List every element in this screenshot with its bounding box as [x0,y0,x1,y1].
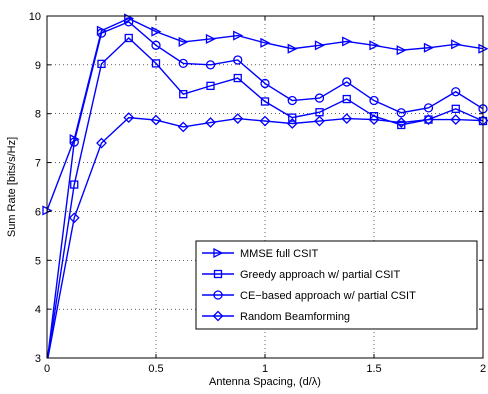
x-tick-label: 0 [44,363,50,375]
data-point-2 [451,87,461,97]
data-point-2 [205,60,216,70]
y-tick-label: 9 [35,60,41,72]
data-point-1 [342,94,351,104]
legend-marker-1 [213,269,223,279]
data-point-1 [124,33,133,43]
data-point-1 [97,59,106,69]
legend-marker-2 [213,290,223,300]
data-point-1 [424,115,433,124]
data-point-0 [314,40,325,51]
data-point-3 [123,112,135,124]
data-point-1 [451,104,460,113]
series-line-1 [47,37,483,358]
data-point-3 [395,117,407,128]
data-point-3 [368,114,380,125]
legend-label-1: Greedy approach w/ partial CSIT [240,269,400,281]
data-point-3 [68,212,80,224]
data-point-0 [151,26,162,37]
data-point-2 [124,17,134,27]
data-point-1 [206,81,215,91]
x-tick-label: 1 [262,363,268,375]
data-point-0 [287,43,298,54]
data-point-2 [233,55,243,65]
legend-marker-3 [212,310,224,322]
data-point-3 [96,137,107,149]
data-point-3 [450,114,462,125]
data-point-1 [260,97,270,106]
legend-label-2: CE−based approach w/ partial CSIT [240,290,416,302]
data-point-1 [233,73,242,83]
data-point-3 [259,115,271,127]
data-point-3 [423,114,434,125]
data-point-2 [342,77,352,87]
legend-marker-0 [213,247,224,259]
y-tick-label: 7 [35,158,41,170]
data-point-0 [369,40,380,51]
data-point-2 [178,58,188,69]
series-layer [47,17,483,358]
legend-label-3: Random Beamforming [240,311,350,323]
data-point-1 [179,90,188,99]
data-point-3 [177,121,189,133]
data-point-2 [69,137,79,147]
data-point-3 [150,114,162,126]
legend-box [195,240,478,330]
data-point-0 [260,37,271,48]
data-point-1 [288,113,297,122]
data-point-2 [151,40,161,50]
series-line-0 [47,17,483,211]
data-point-3 [205,117,216,128]
x-axis-label: Antenna Spacing, (d/λ) [209,376,321,388]
data-point-2 [369,95,379,106]
y-tick-label: 4 [35,304,41,316]
ticks: 0 0.5 1 1.5 2 3 4 5 6 7 8 9 10 [29,11,486,375]
x-tick-label: 0.5 [148,363,163,375]
data-point-0 [233,30,244,41]
y-tick-label: 5 [35,255,41,267]
data-point-2 [423,103,434,113]
data-point-3 [341,113,353,125]
data-point-0 [396,45,407,56]
y-tick-label: 8 [35,109,41,121]
y-tick-label: 6 [35,206,41,218]
data-point-3 [314,115,325,127]
data-point-2 [287,95,297,106]
data-point-2 [314,93,325,103]
data-point-3 [286,118,298,129]
legend-label-0: MMSE full CSIT [240,248,319,260]
legend: MMSE full CSIT Greedy approach w/ partial… [195,240,478,330]
x-tick-label: 2 [480,363,486,375]
data-point-0 [451,39,462,50]
data-point-0 [69,134,80,145]
y-tick-label: 3 [35,353,41,365]
data-point-0 [205,33,216,45]
data-point-2 [260,78,270,89]
y-axis-label: Sum Rate [bits/s/Hz] [6,137,18,237]
data-point-0 [423,42,434,53]
data-point-1 [70,180,79,189]
x-tick-label: 1.5 [366,363,381,375]
data-point-1 [397,120,406,130]
data-point-1 [369,112,379,121]
series-line-2 [47,21,483,358]
data-point-0 [342,36,353,47]
series-line-3 [47,116,483,358]
data-point-1 [151,59,161,68]
y-tick-label: 10 [29,11,41,23]
data-point-3 [232,113,244,125]
data-point-2 [396,108,406,118]
data-point-2 [96,28,107,38]
data-point-0 [178,36,189,47]
